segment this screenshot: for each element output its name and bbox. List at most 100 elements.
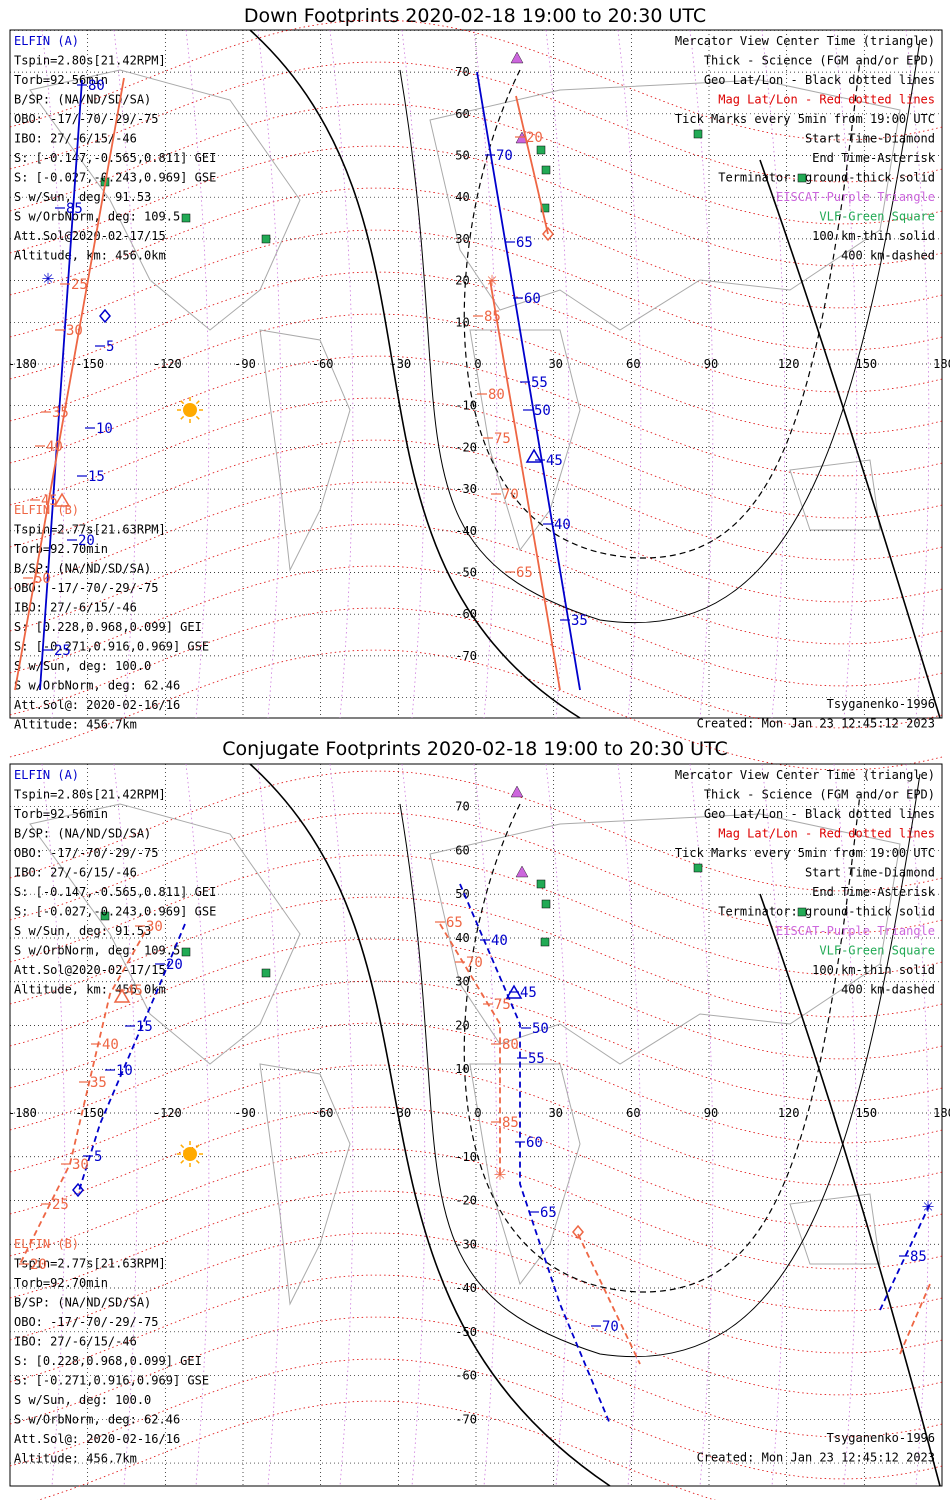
elfin-b-tick-label: 75 — [494, 997, 511, 1013]
down-footprints-panel: -180 -150 -120 -90 -60 -30 0 30 60 90 120 150 180 70 6… — [8, 19, 950, 771]
legend-entry: 400 km-dashed — [841, 983, 935, 997]
elfin-a-center-triangle — [505, 984, 523, 999]
elfin-b-param: Altitude: 456.7km — [14, 1452, 137, 1466]
elfin-a-tick-label: 65 — [540, 1205, 557, 1221]
elfin-a-tick-label: 70 — [496, 148, 513, 164]
mag-meridian — [401, 29, 426, 719]
elfin-a-tick-label: 20 — [166, 957, 183, 973]
elfin-b-track — [19, 931, 146, 1265]
lon-tick-label: 180 — [933, 1106, 950, 1120]
elfin-a-param: Torb=92.56min — [14, 73, 108, 87]
sun-ray — [195, 400, 200, 405]
elfin-b-tick-label: 30 — [66, 323, 83, 339]
terminator-100km — [399, 39, 921, 624]
lat-tick-label: 70 — [455, 800, 469, 814]
elfin-b-header: ELFIN (B) — [14, 1237, 79, 1251]
elfin-a-param: Tspin=2.80s[21.42RPM] — [14, 788, 166, 802]
sun-ray — [180, 1159, 185, 1164]
terminator-ground-east — [759, 159, 941, 719]
elfin-a-end-asterisk: ✳ — [42, 265, 54, 289]
legend-entry: Mag Lat/Lon - Red dotted lines — [718, 827, 935, 841]
legend-entry: Geo Lat/Lon - Black dotted lines — [704, 807, 935, 821]
vlf-station-marker — [540, 937, 550, 947]
elfin-a-tick-label: 5 — [94, 1149, 102, 1165]
lon-tick-label: 30 — [548, 357, 562, 371]
legend-entry: Tick Marks every 5min from 19:00 UTC — [675, 112, 935, 126]
vlf-station-marker — [541, 899, 551, 909]
elfin-a-param: IBO: 27/-6/15/-46 — [14, 866, 137, 880]
lat-tick-label: 20 — [455, 274, 469, 288]
elfin-a-track — [39, 79, 83, 691]
vlf-station-marker — [181, 947, 191, 957]
lat-tick-label: 60 — [455, 107, 469, 121]
vlf-station-marker — [100, 911, 110, 921]
terminator-ground — [249, 763, 611, 1487]
lon-tick-label: 150 — [855, 1106, 877, 1120]
elfin-a-tick-label: 45 — [520, 985, 537, 1001]
elfin-a-param: Att.Sol@2020-02-17/15 — [14, 963, 166, 977]
elfin-b-center-triangle — [53, 492, 71, 507]
elfin-a-tick-label: 15 — [88, 469, 105, 485]
lon-tick-label: -90 — [234, 1106, 256, 1120]
lon-tick-label: 90 — [704, 357, 718, 371]
lat-tick-label: 10 — [455, 315, 469, 329]
lon-tick-label: -180 — [8, 1106, 37, 1120]
elfin-a-tick-label: 10 — [96, 421, 113, 437]
elfin-b-track — [14, 77, 125, 691]
legend-entry: Thick - Science (FGM and/or EPD) — [704, 54, 935, 68]
lon-tick-label: 90 — [704, 1106, 718, 1120]
elfin-b-tick-label: 65 — [516, 565, 533, 581]
mag-meridian — [257, 763, 282, 1487]
elfin-a-param: S w/Sun, deg: 91.53 — [14, 924, 151, 938]
elfin-b-tick-label: 30 — [146, 919, 163, 935]
elfin-b-tick-label: 25 — [52, 1197, 69, 1213]
lat-tick-label: 20 — [455, 1018, 469, 1032]
elfin-b-param: S: [-0.271,0.916,0.969] GSE — [14, 640, 209, 654]
elfin-b-param: Torb=92.70min — [14, 542, 108, 556]
lon-tick-label: -30 — [389, 1106, 411, 1120]
elfin-b-param: S: [0.228,0.968,0.099] GEI — [14, 1354, 202, 1368]
lon-tick-label: -180 — [8, 357, 37, 371]
elfin-b-param: S w/OrbNorm, deg: 62.46 — [14, 1413, 180, 1427]
mag-meridian — [185, 29, 210, 719]
lon-tick-label: -120 — [153, 357, 182, 371]
elfin-a-tick-label: 55 — [528, 1051, 545, 1067]
vlf-station-marker — [693, 863, 703, 873]
lon-tick-label: 120 — [778, 1106, 800, 1120]
elfin-a-param: OBO: -17/-70/-29/-75 — [14, 112, 159, 126]
elfin-b-tick-label: 30 — [72, 1157, 89, 1173]
vlf-station-marker — [181, 213, 191, 223]
legend-entry: VLF-Green Square — [819, 210, 935, 224]
elfin-a-start-diamond — [99, 308, 111, 324]
elfin-b-tick-label: 40 — [46, 439, 63, 455]
lat-tick-label: -50 — [455, 565, 477, 579]
footer-text: Tsyganenko-1996 — [827, 697, 935, 711]
eiscat-triangle — [515, 865, 529, 878]
elfin-b-end-asterisk: ✳ — [486, 267, 498, 291]
elfin-a-param: Altitude, km: 456.0km — [14, 249, 166, 263]
elfin-b-tick-label: 50 — [34, 571, 51, 587]
vlf-station-marker — [797, 173, 807, 183]
elfin-b-tick-label: 85 — [484, 309, 501, 325]
sun-ray — [180, 415, 185, 420]
elfin-b-param: Altitude: 456.7km — [14, 718, 137, 732]
elfin-a-param: OBO: -17/-70/-29/-75 — [14, 846, 159, 860]
mag-meridian — [689, 763, 714, 1487]
terminator-ground — [249, 29, 581, 719]
terminator-100km — [399, 773, 921, 1358]
elfin-b-tick-label: 25 — [71, 277, 88, 293]
elfin-a-header: ELFIN (A) — [14, 768, 79, 782]
elfin-a-tick-label: 50 — [532, 1021, 549, 1037]
elfin-b-tick-label: 80 — [502, 1037, 519, 1053]
terminator-400km — [463, 793, 861, 1293]
eiscat-triangle — [510, 785, 524, 798]
sun-ray — [180, 400, 185, 405]
legend-entry: Mag Lat/Lon - Red dotted lines — [718, 93, 935, 107]
coastline — [29, 803, 301, 1065]
lat-tick-label: -40 — [455, 1281, 477, 1295]
vlf-station-marker — [536, 145, 546, 155]
elfin-a-param: S: [-0.027,-0.243,0.969] GSE — [14, 905, 216, 919]
vlf-station-marker — [540, 203, 550, 213]
lon-tick-label: 60 — [626, 357, 640, 371]
legend-entry: 400 km-dashed — [841, 249, 935, 263]
